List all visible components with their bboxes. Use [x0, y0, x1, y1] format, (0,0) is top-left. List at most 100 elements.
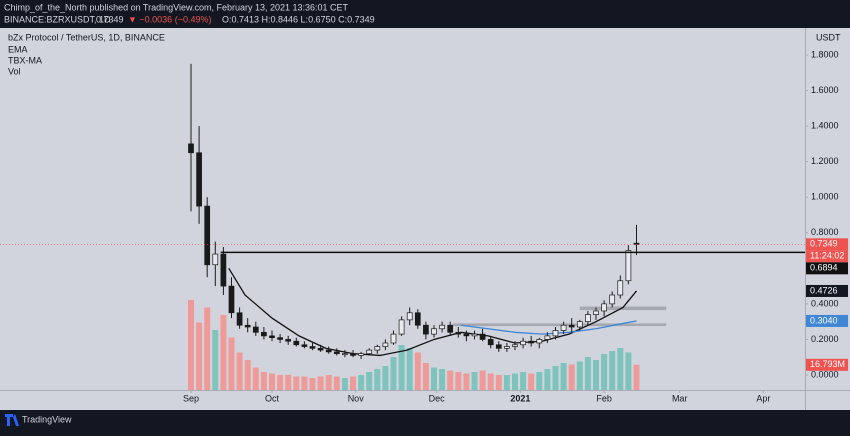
indicator-line — [228, 267, 637, 357]
candle-body — [625, 250, 632, 282]
candle-body — [512, 344, 518, 347]
volume-bar — [560, 363, 567, 390]
currency: USDT — [816, 32, 841, 42]
publisher: Chimp_of_the_North published on TradingV… — [4, 2, 349, 12]
candle-body — [593, 310, 599, 315]
volume-bar — [592, 360, 599, 390]
volume-bar — [325, 375, 332, 390]
legend-entry: TBX-MA — [8, 55, 42, 65]
ohlc-text: O:0.7413 H:0.8446 L:0.6750 C:0.7349 — [222, 14, 375, 24]
y-tick-label: 0.2000 — [811, 334, 839, 344]
volume-bar — [277, 375, 284, 390]
candle-body — [495, 344, 502, 349]
price-tag-label: 0.4726 — [810, 285, 838, 295]
candle-body — [358, 353, 364, 356]
volume-bar — [244, 360, 251, 390]
x-tick-label: Apr — [756, 393, 770, 403]
x-tick-label: 2021 — [510, 393, 530, 403]
volume-bar — [390, 357, 397, 390]
candle-body — [447, 324, 454, 333]
volume-bar — [479, 370, 486, 390]
candle-body — [520, 340, 526, 346]
candle-body — [342, 353, 348, 356]
candle-body — [366, 349, 373, 355]
candle-body — [617, 280, 624, 296]
candle-body — [309, 346, 316, 349]
volume-bar — [447, 370, 454, 390]
volume-bar — [260, 372, 267, 390]
chart-area — [0, 28, 850, 410]
volume-bar — [268, 373, 275, 390]
candle-body — [390, 333, 397, 344]
candle-body — [204, 205, 211, 266]
candle-body — [455, 331, 462, 335]
candle-body — [220, 253, 227, 287]
header-bar — [0, 0, 850, 28]
candle-body — [374, 346, 381, 351]
y-tick-label: 0.8000 — [811, 227, 839, 237]
y-tick-label: 1.2000 — [811, 156, 839, 166]
candle-body — [350, 353, 356, 356]
price-tag-label: 11:24:02 — [810, 251, 844, 261]
change-text: ▼ −0.0036 (−0.49%) — [128, 14, 211, 24]
candle-body — [544, 335, 551, 340]
y-tick-label: 1.4000 — [811, 120, 839, 130]
volume-bar — [487, 373, 494, 390]
candle-body — [317, 347, 324, 351]
volume-bar — [463, 373, 470, 390]
volume-bar — [406, 348, 413, 390]
volume-bar — [625, 352, 632, 390]
candle-body — [293, 340, 300, 346]
candle-body — [244, 324, 251, 328]
volume-bar — [552, 366, 559, 390]
candle-body — [552, 330, 559, 337]
volume-bar — [398, 345, 405, 390]
candle-body — [398, 319, 405, 335]
footer-bar — [0, 410, 850, 431]
candle-body — [431, 328, 437, 335]
volume-bar — [374, 369, 381, 390]
price-tag — [806, 262, 848, 275]
price-tag — [806, 284, 848, 297]
candle-body — [228, 285, 235, 314]
zone — [579, 306, 667, 311]
candle-body — [212, 253, 219, 266]
brand: TradingView — [22, 414, 72, 424]
y-tick-label: 0.4000 — [811, 298, 839, 308]
volume-bar — [471, 372, 478, 390]
volume-bar — [609, 351, 616, 390]
candle-body — [528, 340, 535, 344]
candle-body — [423, 324, 429, 335]
candle-body — [236, 312, 243, 326]
candle-body — [406, 312, 413, 321]
volume-bar — [439, 369, 446, 390]
candle-body — [333, 351, 340, 355]
volume-bar — [601, 354, 608, 390]
volume-bar — [285, 375, 292, 390]
price-tag-label: 0.3040 — [810, 315, 838, 325]
volume-bar — [576, 361, 583, 390]
candle-body — [382, 342, 389, 347]
x-tick-label: Feb — [596, 393, 612, 403]
candle-body — [261, 331, 267, 337]
volume-bar — [584, 357, 591, 390]
candle-body — [285, 339, 292, 342]
y-tick-label: 1.0000 — [811, 192, 839, 202]
candle-body — [277, 337, 283, 340]
volume-bar — [536, 372, 543, 390]
volume-bar — [341, 378, 348, 390]
volume-bar — [236, 352, 243, 390]
candle-body — [560, 324, 567, 331]
price-tag-label: 0.6894 — [810, 263, 838, 273]
legend-entry: Vol — [8, 66, 21, 76]
volume-bar — [220, 315, 227, 390]
candle-body — [576, 321, 583, 328]
zone — [452, 323, 667, 327]
price-tag — [806, 238, 848, 251]
volume-bar — [204, 307, 211, 390]
volume-bar — [455, 372, 462, 390]
x-tick-label: Sep — [183, 393, 199, 403]
volume-bar — [617, 348, 624, 390]
volume-bar — [382, 366, 389, 390]
volume-bar — [568, 364, 575, 390]
